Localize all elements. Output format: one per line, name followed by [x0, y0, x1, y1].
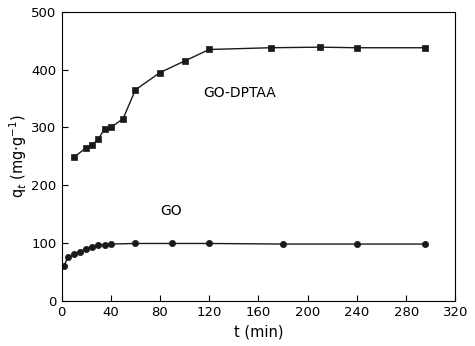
GO-DPTAA	[89, 143, 95, 147]
GO-DPTAA	[422, 46, 428, 50]
GO	[170, 242, 175, 246]
GO-DPTAA	[83, 146, 89, 150]
GO	[102, 243, 107, 247]
GO-DPTAA	[182, 59, 188, 63]
GO-DPTAA	[120, 117, 126, 121]
GO	[61, 264, 67, 268]
GO-DPTAA	[71, 155, 76, 160]
GO	[354, 242, 360, 246]
GO	[422, 242, 428, 246]
GO-DPTAA	[317, 45, 323, 49]
GO-DPTAA	[133, 88, 138, 92]
GO	[77, 249, 83, 254]
GO	[83, 247, 89, 251]
GO	[133, 242, 138, 246]
GO-DPTAA	[95, 137, 101, 141]
GO	[206, 242, 212, 246]
GO	[65, 255, 70, 260]
GO-DPTAA	[102, 127, 107, 131]
GO-DPTAA	[268, 46, 274, 50]
Text: GO: GO	[160, 204, 181, 218]
X-axis label: t (min): t (min)	[234, 324, 283, 339]
GO-DPTAA	[157, 71, 163, 75]
GO	[71, 252, 76, 256]
Line: GO-DPTAA: GO-DPTAA	[71, 44, 428, 161]
GO	[89, 245, 95, 249]
GO-DPTAA	[206, 47, 212, 52]
GO	[95, 243, 101, 247]
Text: GO-DPTAA: GO-DPTAA	[203, 86, 276, 100]
Line: GO: GO	[61, 240, 428, 269]
GO	[280, 242, 286, 246]
Y-axis label: q$_t$ (mg·g$^{-1}$): q$_t$ (mg·g$^{-1}$)	[7, 115, 28, 198]
GO-DPTAA	[108, 125, 114, 129]
GO	[108, 242, 114, 246]
GO-DPTAA	[354, 46, 360, 50]
